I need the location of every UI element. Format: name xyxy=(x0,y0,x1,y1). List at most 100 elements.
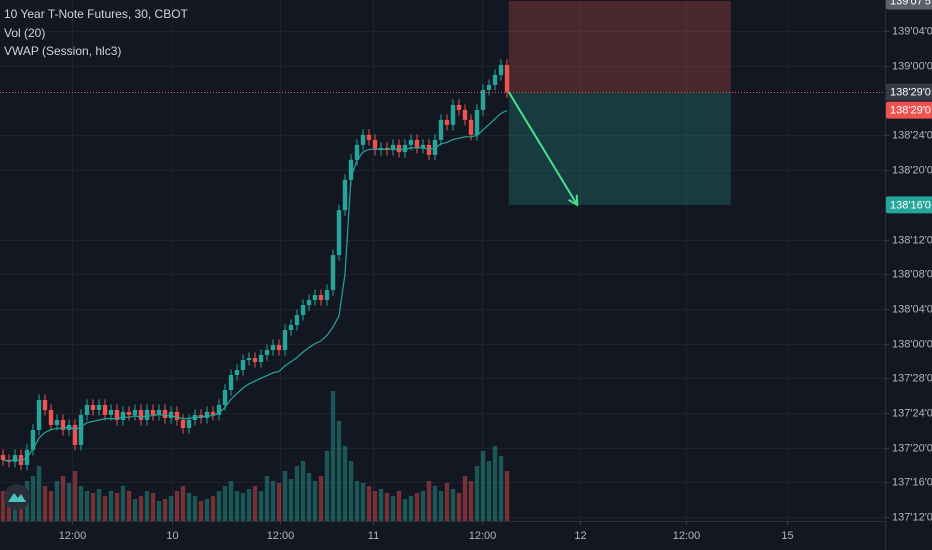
y-tick-label: 138'04'0 xyxy=(892,303,932,315)
volume-bar xyxy=(462,476,468,521)
volume-bar xyxy=(108,491,114,521)
candle-body xyxy=(30,429,36,450)
overlay xyxy=(0,91,885,462)
candle-body xyxy=(294,315,300,326)
candle-body xyxy=(330,255,336,291)
candle-body xyxy=(336,210,342,256)
candle-body xyxy=(276,345,282,351)
stop-zone xyxy=(508,1,731,93)
volume-bar xyxy=(42,486,48,521)
x-tick-label: 12:00 xyxy=(267,530,295,542)
x-tick-label: 15 xyxy=(781,530,793,542)
candle-body xyxy=(474,109,480,135)
price-badge-label: 138'29'0 xyxy=(890,104,931,116)
arrow-head xyxy=(568,194,579,207)
candle-body xyxy=(462,109,468,120)
volume-bar xyxy=(414,493,420,521)
volume-bar xyxy=(348,461,354,521)
candle-body xyxy=(348,159,354,180)
volume-bar xyxy=(102,496,108,521)
candle-body xyxy=(120,411,126,420)
y-tick-label: 138'20'0 xyxy=(892,164,932,176)
candle-body xyxy=(468,119,474,135)
volume-bar xyxy=(324,451,330,521)
price-badge xyxy=(886,196,932,214)
volume-bar xyxy=(282,471,288,521)
x-tick-label: 10 xyxy=(166,530,178,542)
volume-bar xyxy=(246,489,252,521)
y-tick-label: 138'24'0 xyxy=(892,129,932,141)
volume-bar xyxy=(132,499,138,521)
candle-body xyxy=(228,374,234,390)
candle-body xyxy=(312,295,318,301)
candle-body xyxy=(300,305,306,316)
candle-body xyxy=(438,119,444,140)
candle-body xyxy=(186,419,192,429)
candle-body xyxy=(234,370,240,375)
volume-bar xyxy=(0,491,6,521)
volume-bar xyxy=(60,476,66,521)
volume-bar xyxy=(144,491,150,521)
volume-bar xyxy=(498,456,504,521)
volume-bar xyxy=(198,501,204,521)
candle-body xyxy=(246,358,252,361)
candle-body xyxy=(402,144,408,153)
volume-bar xyxy=(444,483,450,521)
vwap-line xyxy=(2,109,508,462)
volume-bar xyxy=(204,499,210,521)
y-tick-label: 139'04'0 xyxy=(892,25,932,37)
volume-bar xyxy=(474,466,480,521)
candle-body xyxy=(42,399,48,410)
x-tick-label: 12:00 xyxy=(469,530,497,542)
volume-bar xyxy=(318,476,324,521)
y-tick-label: 137'28'0 xyxy=(892,372,932,384)
volume-bar xyxy=(402,499,408,521)
candle-body xyxy=(84,404,90,415)
candle-body xyxy=(258,355,264,362)
price-badge-label: 138'29'0 xyxy=(890,86,931,98)
candle-body xyxy=(36,399,42,430)
volume-bar xyxy=(72,471,78,521)
candle-body xyxy=(72,424,78,445)
volume-bar xyxy=(48,491,54,521)
candle-body xyxy=(390,144,396,150)
candle-body xyxy=(288,325,294,331)
y-tick-label: 137'12'0 xyxy=(892,511,932,523)
volume-bar xyxy=(186,493,192,521)
candle-body xyxy=(480,89,486,110)
volume-bar xyxy=(420,491,426,521)
candle-body xyxy=(60,419,66,430)
candle-body xyxy=(450,104,456,125)
volume-bar xyxy=(174,491,180,521)
volume-bar xyxy=(336,421,342,521)
arrow-line xyxy=(507,91,579,206)
volume-bar xyxy=(330,391,336,521)
candle-body xyxy=(282,330,288,351)
volume-bar xyxy=(84,491,90,521)
position-tool[interactable] xyxy=(508,1,731,205)
candle-body xyxy=(486,84,492,90)
y-tick-label: 139'00'0 xyxy=(892,60,932,72)
volume-bar xyxy=(162,499,168,521)
candle-body xyxy=(456,104,462,110)
candle-body xyxy=(354,144,360,160)
candle-body xyxy=(102,404,108,415)
y-tick-label: 137'20'0 xyxy=(892,442,932,454)
candle-body xyxy=(168,411,174,419)
logo[interactable] xyxy=(4,484,30,510)
volume-bar xyxy=(390,496,396,521)
candle-body xyxy=(126,411,132,415)
candle-body xyxy=(54,419,60,425)
volume-bar xyxy=(138,496,144,521)
volume-bar xyxy=(96,489,102,521)
y-tick-label: 137'16'0 xyxy=(892,476,932,488)
volume-bar xyxy=(6,496,12,521)
candle-body xyxy=(360,134,366,145)
y-tick-label: 138'08'0 xyxy=(892,268,932,280)
volume-bar xyxy=(432,486,438,521)
candle-body xyxy=(204,411,210,419)
volume-bar xyxy=(294,466,300,521)
candle-body xyxy=(138,409,144,420)
x-tick-label: 12:00 xyxy=(59,530,87,542)
